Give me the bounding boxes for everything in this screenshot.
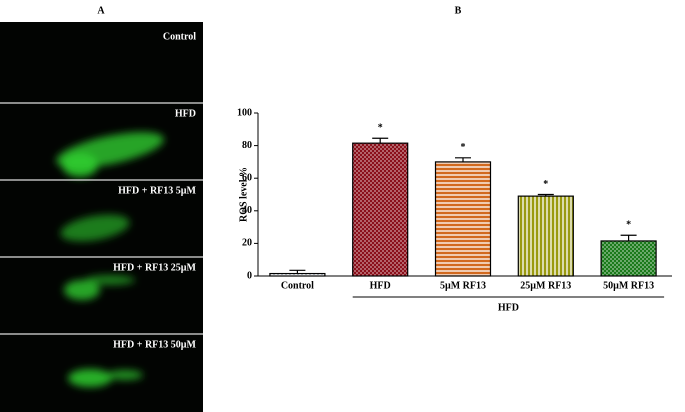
fluorescence-images bbox=[0, 22, 203, 412]
y-axis-label: ROS level % bbox=[238, 167, 249, 222]
x-tick-label: 50µM RF13 bbox=[603, 280, 654, 291]
image-label: HFD + RF13 50µM bbox=[113, 339, 196, 350]
y-tick-label: 20 bbox=[242, 238, 252, 249]
panel-label: A bbox=[97, 5, 105, 16]
significance-label: * bbox=[461, 142, 466, 153]
image-label: HFD bbox=[175, 108, 196, 119]
panel-label: B bbox=[455, 5, 462, 16]
significance-label: * bbox=[378, 123, 383, 134]
bar bbox=[269, 272, 326, 277]
y-tick-label: 0 bbox=[247, 270, 252, 281]
error-bar bbox=[455, 157, 471, 162]
x-tick-label: 5µM RF13 bbox=[440, 280, 486, 291]
y-tick-label: 40 bbox=[242, 205, 252, 216]
x-tick-label: 25µM RF13 bbox=[520, 280, 571, 291]
bar bbox=[434, 161, 492, 277]
x-tick-label: HFD bbox=[370, 280, 391, 291]
significance-label: * bbox=[626, 220, 631, 231]
bar bbox=[352, 142, 409, 277]
x-tick-label: Control bbox=[281, 280, 314, 291]
y-tick-label: 100 bbox=[237, 107, 252, 118]
group-label: HFD bbox=[498, 302, 519, 313]
error-bar bbox=[372, 137, 389, 144]
y-tick-label: 80 bbox=[242, 140, 252, 151]
bar bbox=[517, 195, 574, 277]
y-tick-label: 60 bbox=[242, 172, 252, 183]
error-bar bbox=[289, 269, 306, 274]
image-label: HFD + RF13 25µM bbox=[113, 262, 196, 273]
error-bar bbox=[537, 193, 554, 197]
image-label: HFD + RF13 5µM bbox=[118, 185, 196, 196]
bar bbox=[600, 240, 657, 277]
significance-label: * bbox=[543, 179, 548, 190]
image-label: Control bbox=[163, 31, 196, 42]
error-bar bbox=[620, 234, 637, 241]
